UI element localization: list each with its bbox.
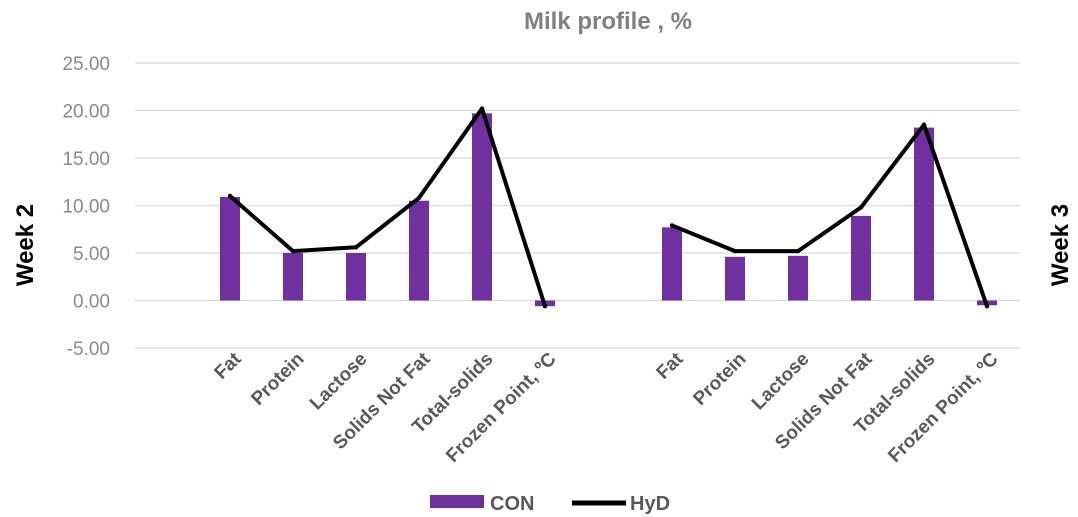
chart-title: Milk profile , % [524, 8, 692, 35]
legend: CON HyD [430, 493, 670, 515]
legend-swatch-con [430, 495, 484, 508]
con-bar [662, 227, 682, 301]
con-bar [346, 253, 366, 301]
x-tick-label: Fat [211, 348, 246, 383]
hyd-point [921, 122, 927, 127]
gridlines [135, 62, 1020, 349]
hyd-lines [227, 106, 990, 309]
y-tick-label: 25.00 [62, 54, 110, 75]
hyd-point [227, 193, 233, 199]
hyd-point [669, 223, 675, 228]
con-bar [788, 255, 808, 301]
y-tick-label: 0.00 [73, 292, 110, 313]
x-tick-label: Protein [689, 349, 750, 410]
y-tick-label: -5.00 [67, 339, 110, 360]
hyd-point [984, 304, 990, 309]
x-tick-label: Lactose [748, 349, 814, 415]
legend-label-con: CON [490, 493, 534, 515]
hyd-point [795, 248, 801, 254]
y-axis-ticks: -5.00 0.00 5.00 10.00 15.00 20.00 25.00 [62, 54, 110, 360]
con-bar [914, 127, 934, 301]
con-bar [725, 256, 745, 301]
hyd-point [858, 205, 864, 210]
x-tick-label: Fat [653, 348, 688, 383]
hyd-point [732, 248, 738, 254]
y-tick-label: 10.00 [62, 197, 110, 218]
hyd-point [416, 195, 422, 201]
x-tick-label: Lactose [306, 349, 372, 415]
week-label: Week 2 [12, 204, 39, 286]
hyd-point [353, 245, 359, 250]
con-bar [409, 200, 429, 301]
x-tick-label: Frozen Point, ºC [884, 348, 1002, 466]
x-tick-label: Protein [247, 349, 308, 410]
hyd-series-line [671, 122, 989, 307]
x-tick-label: Frozen Point, ºC [442, 348, 560, 466]
hyd-series-line [228, 106, 547, 307]
con-bar [283, 253, 303, 301]
hyd-point [542, 304, 548, 309]
con-bar [851, 215, 871, 301]
y-tick-label: 5.00 [73, 244, 110, 265]
con-bars [220, 113, 997, 307]
hyd-point [290, 248, 296, 254]
con-bar [220, 196, 240, 301]
y-tick-label: 15.00 [62, 149, 110, 170]
week-label: Week 3 [1047, 204, 1074, 286]
week-labels: Week 2 Week 3 [12, 204, 1074, 286]
con-bar [472, 113, 492, 301]
legend-label-hyd: HyD [630, 493, 670, 515]
y-tick-label: 20.00 [62, 102, 110, 123]
hyd-point [479, 106, 485, 111]
